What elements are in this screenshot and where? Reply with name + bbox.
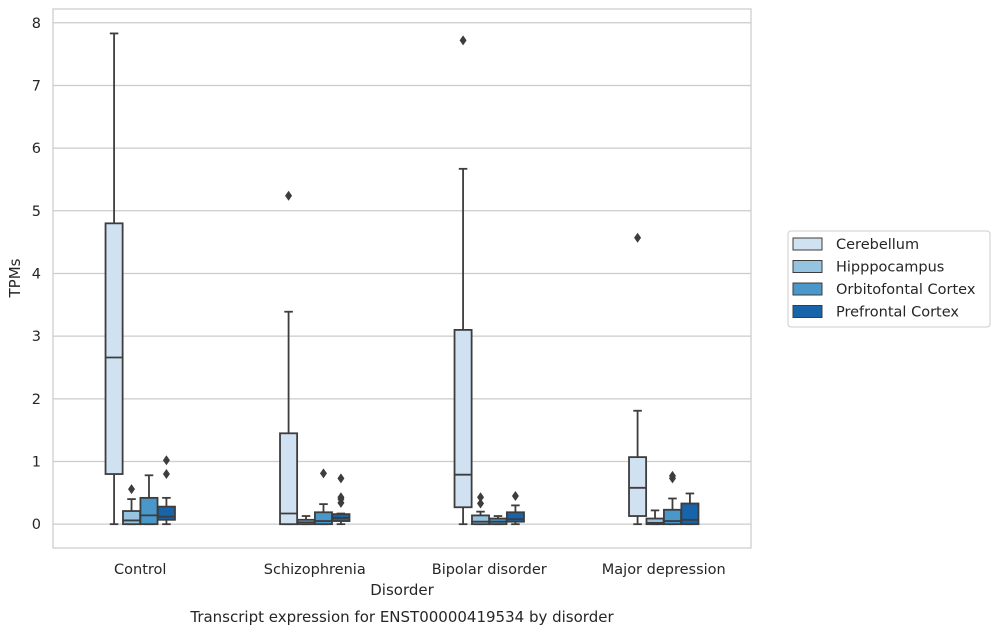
outlier-point [668, 470, 676, 481]
y-tick-label: 7 [32, 78, 41, 94]
box-orbitofontal-cortex [314, 468, 333, 526]
box-series [104, 32, 700, 526]
y-tick-labels: 0 1 2 3 4 5 6 7 8 [32, 16, 41, 533]
box-iqr [453, 328, 473, 509]
box-prefrontal-cortex [331, 473, 351, 526]
chart-title: Transcript expression for ENST0000041953… [189, 608, 614, 626]
legend-swatch [792, 260, 823, 273]
legend-swatch [792, 237, 823, 251]
x-tick-label: Major depression [602, 562, 726, 578]
legend: Cerebellum Hipppocampus Orbitofontal Corte… [787, 230, 991, 328]
y-tick-label: 4 [32, 266, 41, 282]
box-iqr [471, 514, 490, 526]
y-axis-label: TPMs [6, 258, 24, 298]
y-tick-label: 2 [32, 392, 41, 408]
outlier-point [162, 455, 170, 466]
box-cerebellum [279, 190, 299, 526]
box-iqr [314, 511, 333, 526]
outlier-point [477, 492, 485, 503]
box-orbitofontal-cortex [139, 474, 159, 526]
outlier-point [319, 468, 327, 479]
outlier-point [285, 190, 293, 201]
box-hipppocampus [122, 484, 141, 526]
box-cerebellum [453, 35, 473, 526]
box-iqr [122, 510, 141, 526]
box-prefrontal-cortex [680, 492, 700, 526]
outlier-point [162, 469, 170, 480]
outlier-point [634, 232, 642, 243]
legend-swatch [792, 282, 823, 296]
y-tick-label: 6 [32, 141, 41, 157]
y-tick-label: 1 [32, 455, 41, 471]
box-cerebellum [628, 232, 648, 526]
x-tick-label: Bipolar disorder [432, 562, 547, 578]
outlier-point [337, 492, 345, 503]
outlier-point [128, 484, 136, 495]
legend-label: Prefrontal Cortex [836, 305, 959, 321]
box-iqr [680, 502, 700, 526]
x-axis-label: Disorder [370, 581, 434, 599]
x-tick-label: Schizophrenia [264, 562, 366, 578]
y-tick-label: 3 [32, 329, 41, 345]
box-iqr [628, 456, 648, 517]
box-iqr [156, 505, 176, 521]
legend-label: Hipppocampus [836, 260, 944, 276]
box-prefrontal-cortex [156, 455, 176, 526]
legend-swatch [792, 305, 823, 318]
y-tick-label: 0 [32, 517, 41, 533]
legend-frame [787, 230, 991, 328]
box-iqr [663, 508, 682, 526]
x-tick-label: Control [114, 562, 166, 578]
box-iqr [279, 432, 299, 526]
plot-frame [52, 8, 752, 549]
y-tick-label: 8 [32, 16, 41, 32]
box-cerebellum [104, 32, 124, 526]
outlier-point [511, 490, 519, 501]
outlier-point [459, 35, 467, 46]
box-iqr [505, 511, 525, 523]
box-orbitofontal-cortex [663, 470, 682, 526]
x-tick-labels: Control Schizophrenia Bipolar disorder Majo… [114, 562, 726, 578]
box-prefrontal-cortex [505, 490, 525, 526]
legend-label: Cerebellum [836, 237, 919, 253]
box-iqr [104, 222, 124, 475]
y-tick-label: 5 [32, 204, 41, 220]
outlier-point [477, 498, 485, 509]
legend-label: Orbitofontal Cortex [836, 282, 976, 298]
box-iqr [139, 496, 159, 526]
outlier-point [337, 473, 345, 484]
